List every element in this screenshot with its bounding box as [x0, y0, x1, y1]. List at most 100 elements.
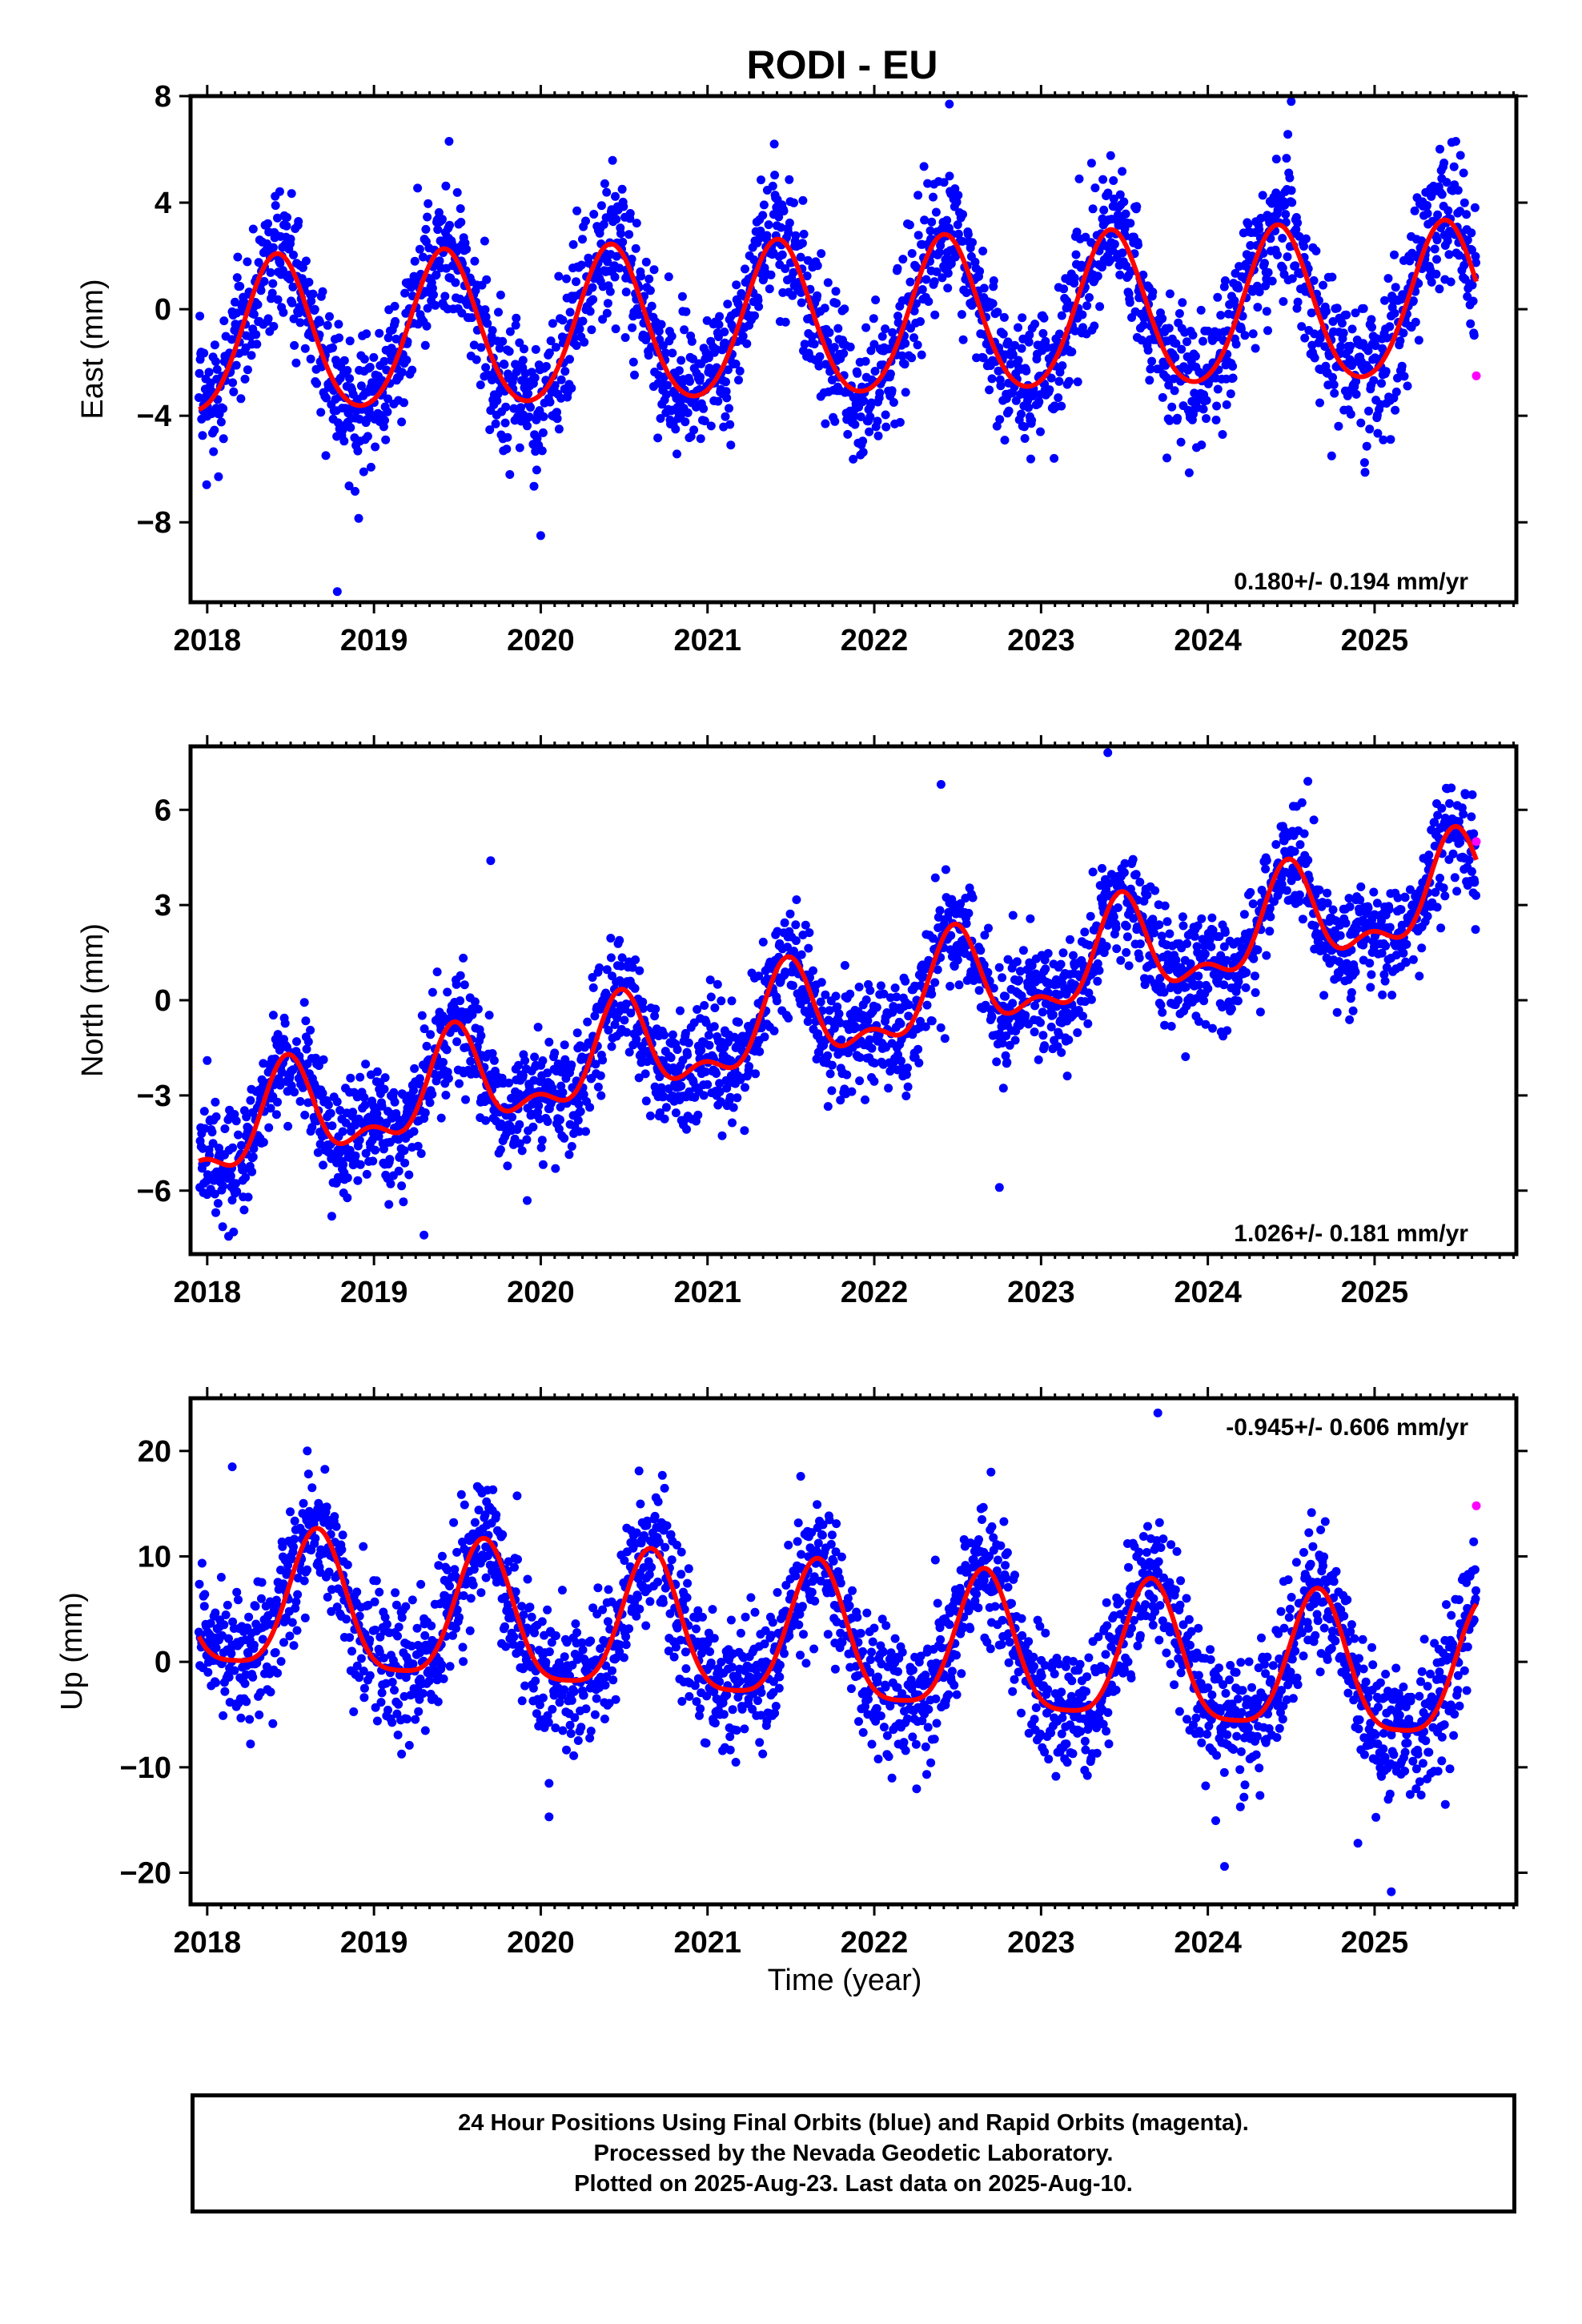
east-data-point	[799, 229, 809, 239]
east-data-point	[1054, 376, 1064, 386]
north-data-point	[1124, 961, 1134, 971]
east-data-point	[210, 340, 219, 350]
east-data-point	[552, 414, 562, 424]
east-data-point	[1213, 292, 1223, 302]
north-data-point	[1262, 856, 1271, 865]
north-data-point	[564, 1150, 574, 1160]
east-data-point	[1385, 322, 1395, 332]
east-data-point	[418, 252, 428, 262]
east-data-point	[235, 282, 245, 291]
east-data-point	[1261, 281, 1271, 291]
east-data-point	[1024, 403, 1034, 412]
north-scatter-series	[195, 748, 1480, 1241]
north-data-point	[1128, 854, 1138, 864]
east-data-point	[578, 316, 588, 326]
north-data-point	[1043, 949, 1053, 958]
east-data-point	[999, 312, 1009, 322]
east-data-point	[420, 340, 430, 350]
east-data-point	[1315, 398, 1324, 408]
north-data-point	[203, 1055, 212, 1065]
north-data-point	[572, 1028, 582, 1038]
east-data-point	[492, 396, 502, 405]
north-data-point	[710, 1003, 720, 1012]
east-data-point	[408, 365, 417, 375]
east-data-point	[1273, 250, 1282, 259]
north-data-point	[645, 1111, 655, 1120]
north-data-point	[468, 1010, 477, 1019]
north-data-point	[964, 908, 974, 918]
east-data-point	[820, 304, 829, 313]
north-data-point	[755, 1047, 765, 1056]
east-data-point	[1260, 259, 1269, 268]
east-data-point	[689, 425, 699, 435]
north-data-point	[520, 1055, 530, 1065]
east-data-point	[1018, 313, 1027, 323]
east-data-point	[263, 314, 273, 324]
north-data-point	[855, 1076, 865, 1086]
east-data-point	[228, 378, 238, 388]
east-data-point	[628, 357, 638, 367]
north-data-point	[1166, 1022, 1176, 1031]
east-data-point	[1196, 305, 1206, 315]
east-data-point	[251, 330, 261, 340]
east-data-point	[1132, 202, 1142, 211]
east-data-point	[315, 317, 324, 327]
east-data-point	[738, 332, 748, 341]
east-data-point	[211, 357, 220, 366]
east-data-point	[407, 283, 416, 292]
east-data-point	[231, 297, 239, 307]
north-data-point	[351, 1151, 360, 1160]
east-data-point	[485, 425, 495, 435]
east-data-point	[873, 431, 883, 440]
east-data-point	[889, 398, 898, 407]
north-data-point	[733, 1093, 742, 1103]
north-data-point	[319, 1055, 328, 1064]
north-data-point	[699, 1091, 709, 1100]
north-data-point	[420, 1230, 429, 1240]
east-data-point	[632, 219, 641, 228]
east-data-point	[610, 272, 620, 282]
east-data-point	[1433, 210, 1443, 219]
north-data-point	[535, 1114, 544, 1124]
north-data-point	[656, 1083, 666, 1092]
north-data-point	[703, 1080, 713, 1089]
east-data-point	[1008, 350, 1018, 360]
east-data-point	[310, 304, 319, 314]
east-data-point	[1165, 416, 1174, 425]
north-data-point	[343, 1193, 352, 1203]
east-data-point	[814, 361, 824, 371]
north-data-point	[840, 961, 849, 970]
north-data-point	[384, 1200, 394, 1209]
north-data-point	[769, 1026, 779, 1035]
east-data-point	[1246, 241, 1255, 250]
north-data-point	[1113, 903, 1122, 912]
north-data-point	[211, 1112, 221, 1121]
north-data-point	[452, 979, 461, 989]
east-data-point	[445, 220, 454, 230]
east-data-point	[259, 276, 269, 286]
east-data-point	[1030, 320, 1040, 329]
east-data-point	[932, 267, 942, 276]
north-data-point	[712, 1069, 721, 1078]
east-data-point	[656, 414, 665, 423]
north-data-point	[1366, 983, 1375, 992]
north-data-point	[1057, 1047, 1066, 1057]
east-data-point	[681, 307, 691, 316]
east-data-point	[735, 366, 745, 376]
north-data-point	[543, 1068, 552, 1078]
north-data-point	[1086, 911, 1095, 921]
north-data-point	[1048, 1010, 1058, 1019]
east-data-point	[1466, 319, 1476, 328]
east-data-point	[1362, 441, 1371, 451]
east-data-point	[624, 230, 634, 239]
north-data-point	[420, 1108, 430, 1117]
north-data-point	[239, 1205, 249, 1215]
east-data-point	[371, 442, 380, 452]
east-data-point	[831, 287, 841, 296]
north-data-point	[338, 1127, 347, 1136]
east-data-point	[769, 139, 779, 149]
north-data-point	[544, 1037, 554, 1047]
east-data-point	[383, 333, 393, 343]
north-data-point	[666, 1053, 676, 1063]
east-data-point	[988, 299, 998, 308]
